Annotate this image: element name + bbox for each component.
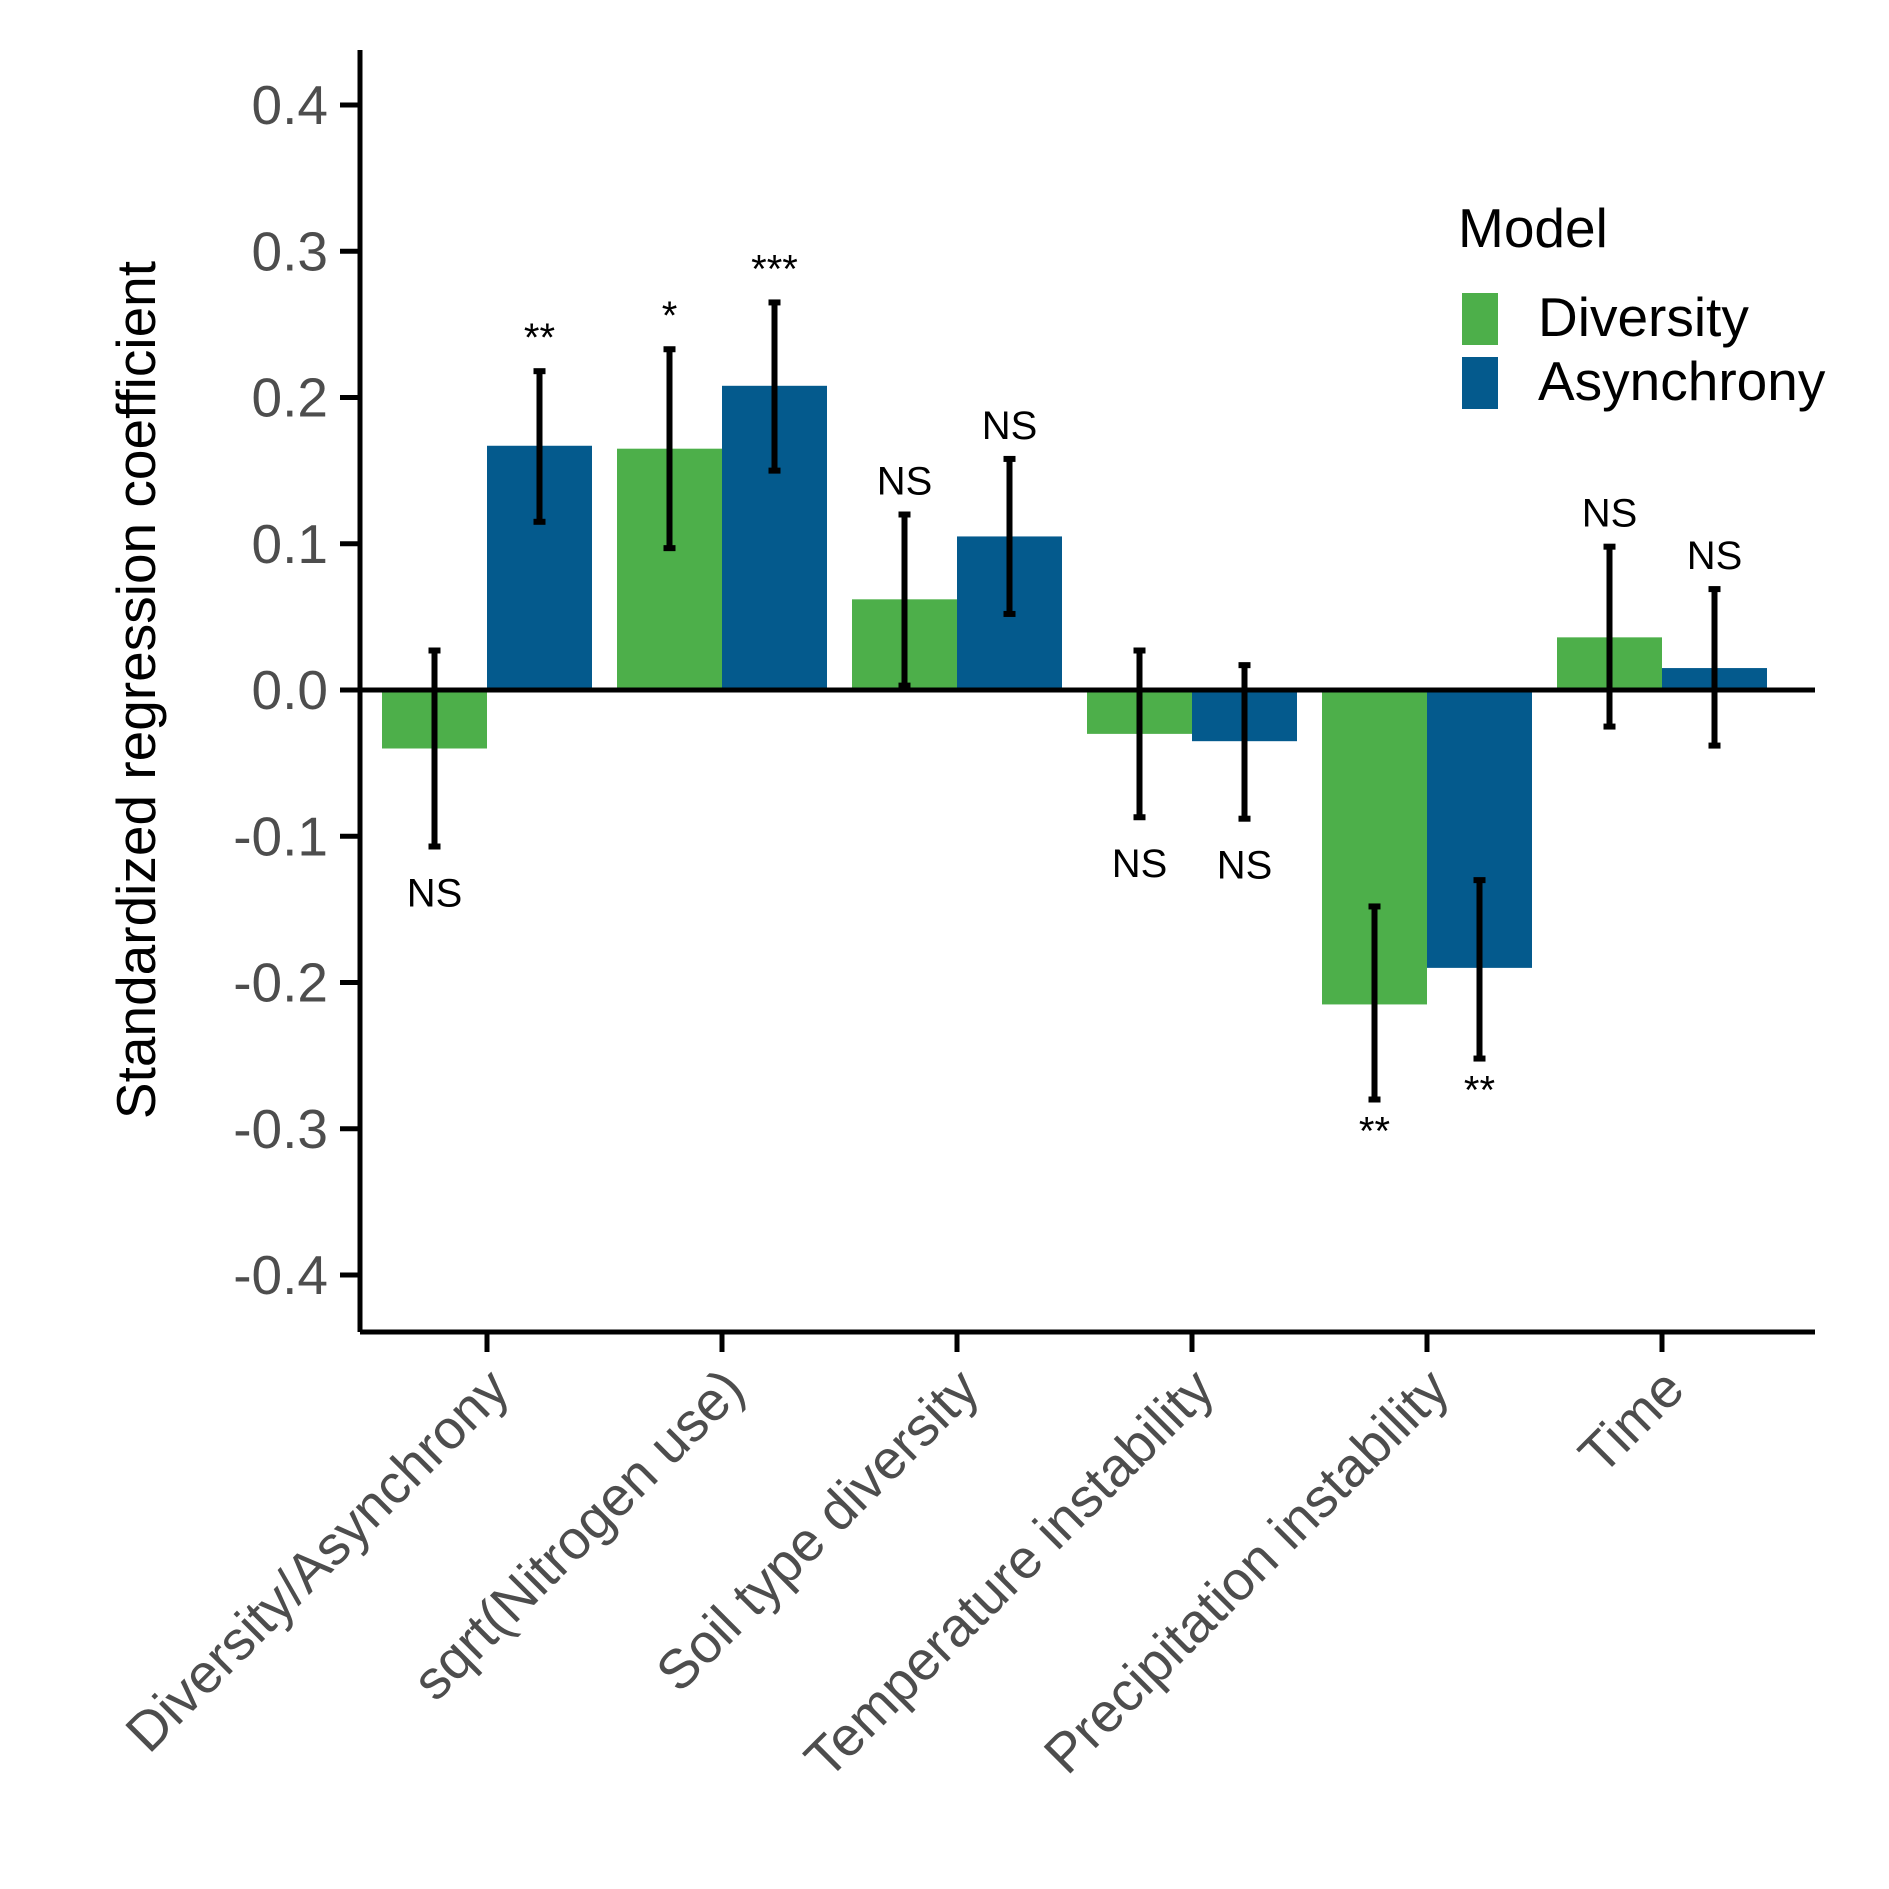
legend-label-diversity: Diversity xyxy=(1538,286,1749,348)
significance-label: NS xyxy=(407,871,463,915)
significance-label: NS xyxy=(1112,842,1168,886)
y-tick-label: 0.0 xyxy=(252,659,328,721)
axes xyxy=(340,50,1815,1352)
y-tick-label: 0.2 xyxy=(252,367,328,429)
x-tick-label: Time xyxy=(1567,1357,1696,1486)
significance-label: ** xyxy=(524,316,555,360)
x-tick-label: Temperature instability xyxy=(793,1356,1226,1789)
y-tick-label: -0.4 xyxy=(233,1244,328,1306)
legend-key-diversity xyxy=(1462,293,1498,345)
legend-label-asynchrony: Asynchrony xyxy=(1538,350,1826,412)
y-axis-title: Standardized regression coefficient xyxy=(105,261,167,1119)
x-tick-label: Diversity/Asynchrony xyxy=(114,1356,521,1763)
x-tick-label: Precipitation instability xyxy=(1032,1356,1461,1785)
y-tick-label: -0.2 xyxy=(233,952,328,1014)
y-tick-label: 0.1 xyxy=(252,513,328,575)
significance-label: NS xyxy=(1687,534,1743,578)
y-tick-label: -0.3 xyxy=(233,1098,328,1160)
bars xyxy=(382,385,1767,1005)
y-tick-label: 0.3 xyxy=(252,220,328,282)
legend-key-asynchrony xyxy=(1462,357,1498,409)
legend-title: Model xyxy=(1458,197,1608,259)
significance-label: NS xyxy=(877,460,933,504)
significance-label: NS xyxy=(982,404,1038,448)
y-tick-label: -0.1 xyxy=(233,805,328,867)
significance-label: NS xyxy=(1217,844,1273,888)
error-bars xyxy=(428,299,1721,1103)
significance-label: *** xyxy=(751,247,798,291)
significance-label: ** xyxy=(1359,1110,1390,1154)
significance-label: NS xyxy=(1582,492,1638,536)
significance-label: * xyxy=(662,294,678,338)
significance-label: ** xyxy=(1464,1069,1495,1113)
y-tick-label: 0.4 xyxy=(252,74,328,136)
